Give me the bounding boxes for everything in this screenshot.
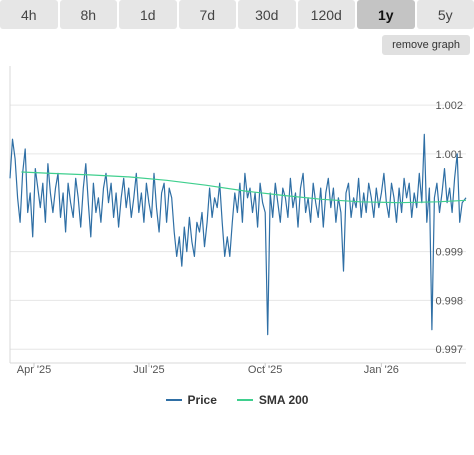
series-line-sma-200 [21, 171, 467, 204]
tab-8h[interactable]: 8h [59, 0, 117, 29]
tab-1d[interactable]: 1d [119, 0, 177, 29]
range-tabs: 4h 8h 1d 7d 30d 120d 1y 5y [0, 0, 474, 29]
y-tick-label: 1.002 [435, 100, 463, 112]
x-tick-label: Oct '25 [248, 364, 283, 376]
tab-120d[interactable]: 120d [297, 0, 355, 29]
remove-graph-button[interactable]: remove graph [382, 35, 470, 55]
legend-item-sma[interactable]: SMA 200 [236, 393, 309, 407]
legend-item-price[interactable]: Price [165, 393, 217, 407]
tab-5y[interactable]: 5y [416, 0, 474, 29]
legend-price-label: Price [187, 393, 217, 407]
x-tick-label: Jan '26 [364, 364, 399, 376]
tab-30d[interactable]: 30d [238, 0, 296, 29]
tab-1y[interactable]: 1y [357, 0, 415, 29]
legend: Price SMA 200 [0, 390, 474, 410]
tab-4h[interactable]: 4h [0, 0, 58, 29]
legend-price-swatch [165, 399, 182, 401]
tab-7d[interactable]: 7d [178, 0, 236, 29]
x-tick-label: Apr '25 [17, 364, 52, 376]
series-line-price [9, 133, 467, 336]
legend-sma-swatch [236, 399, 253, 401]
y-tick-label: 0.998 [435, 295, 463, 307]
y-tick-label: 1.001 [435, 149, 463, 161]
legend-sma-label: SMA 200 [258, 393, 309, 407]
x-tick-label: Jul '25 [133, 364, 164, 376]
y-tick-label: 0.999 [435, 247, 463, 259]
price-chart: 0.997 0.998 0.999 1.001 1.002 Apr '25 Jul '25 O… [9, 66, 467, 376]
y-tick-label: 0.997 [435, 344, 463, 356]
